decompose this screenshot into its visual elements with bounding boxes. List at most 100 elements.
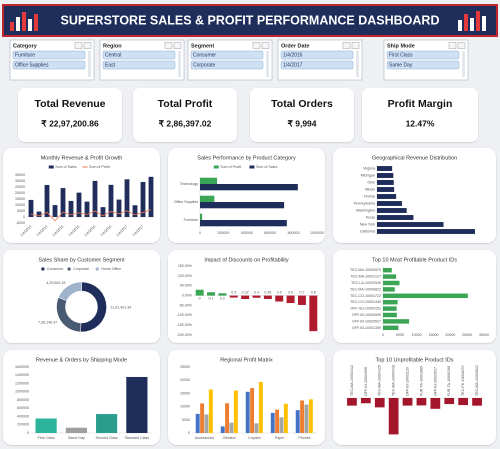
legend-label: Sum of Sales: [55, 165, 77, 169]
bar: [250, 388, 255, 433]
y-tick-label: 800000: [17, 398, 29, 402]
slicer-item-label: Office Supplies: [15, 63, 49, 69]
slicer-title: Segment: [191, 43, 214, 49]
bar: [270, 412, 275, 433]
chart-title: Impact of Discounts on Profitability: [204, 257, 289, 263]
y-tick-label: 1600000: [15, 365, 29, 369]
y-tick-label: TEC-LA-10002945: [351, 281, 381, 285]
slicer-clear[interactable]: [83, 42, 92, 49]
bar: [377, 222, 444, 227]
bar: [245, 391, 250, 433]
slicer-clear[interactable]: [457, 42, 466, 49]
bar: [458, 398, 469, 406]
x-tick-label: FUR-TA-10001889: [419, 366, 423, 396]
bar: [126, 376, 148, 433]
slicer-item[interactable]: [190, 50, 264, 60]
x-tick-label: Accessories: [195, 436, 215, 440]
bar: [275, 295, 284, 302]
bar: [36, 211, 42, 217]
chart-title: Sales Performance by Product Category: [197, 155, 296, 161]
slicer-multiselect[interactable]: [164, 42, 173, 49]
bar: [76, 192, 82, 217]
slicer-item[interactable]: [12, 50, 86, 60]
bar: [208, 389, 213, 433]
y-tick-label: 400000: [17, 414, 29, 418]
slicer-item[interactable]: [102, 60, 176, 70]
slicer-scrollbar[interactable]: [178, 51, 181, 77]
slicer-item[interactable]: [386, 50, 460, 60]
bar: [304, 404, 309, 433]
x-tick-label: 0.6: [288, 291, 293, 295]
x-tick-label: Paper: [275, 436, 285, 440]
kpi-label: Total Orders: [271, 98, 333, 110]
slicer-clear[interactable]: [173, 42, 182, 49]
bar: [383, 280, 400, 286]
slicer-clear[interactable]: [261, 42, 270, 49]
bar: [263, 295, 272, 299]
y-tick-label: 0: [27, 431, 29, 435]
slicer-item[interactable]: [280, 50, 354, 60]
slicer-scrollbar[interactable]: [266, 51, 269, 77]
y-tick-label: 25000: [180, 365, 190, 369]
x-tick-label: 0.45: [264, 291, 271, 295]
kpi-value: 12.47%: [406, 118, 435, 128]
slicer-item[interactable]: [386, 60, 460, 70]
bar: [200, 195, 215, 202]
slicer-item[interactable]: [102, 50, 176, 60]
bar: [35, 418, 57, 433]
slicer-title: Region: [103, 43, 122, 49]
slicer-multiselect[interactable]: [342, 42, 351, 49]
y-tick-label: TEC-CO-10004722: [350, 294, 381, 298]
bar: [229, 422, 234, 433]
x-tick-label: Phones: [298, 436, 310, 440]
x-tick-label: TEC-MA-10000822: [475, 365, 479, 396]
slicer-item[interactable]: [12, 60, 86, 70]
slicer-item-label: 1/4/2017: [283, 63, 303, 69]
slicer-item[interactable]: [280, 60, 354, 70]
chart-title: Sales Share by Customer Segment: [38, 257, 125, 263]
bar: [383, 325, 399, 331]
chart-panel: [3, 250, 160, 343]
slicer-clear[interactable]: [351, 42, 360, 49]
x-tick-label: Second Class: [96, 436, 118, 440]
slicer-multiselect[interactable]: [252, 42, 261, 49]
slicer-scrollbar[interactable]: [356, 51, 359, 77]
bar: [383, 306, 397, 311]
y-tick-label: 50.00%: [180, 284, 193, 288]
legend-swatch: [41, 267, 45, 271]
y-tick-label: 5000: [182, 418, 190, 422]
bar: [472, 398, 482, 406]
slicer-item[interactable]: [190, 60, 264, 70]
y-tick-label: Office Supplies: [174, 200, 198, 204]
y-tick-label: 30000: [15, 179, 25, 183]
x-tick-label: 10000: [412, 333, 422, 337]
x-tick-label: 20000: [445, 333, 455, 337]
x-tick-label: 200000: [217, 231, 229, 235]
x-tick-label: 0.32: [242, 291, 249, 295]
bar: [195, 413, 200, 433]
bar: [200, 177, 218, 184]
bar: [200, 202, 285, 209]
bar: [308, 399, 313, 433]
y-tick-label: 5000: [17, 209, 25, 213]
slicer-multiselect[interactable]: [448, 42, 457, 49]
bar: [297, 295, 306, 305]
bar: [200, 220, 287, 227]
chart-title: Geographical Revenue Distribution: [372, 155, 457, 161]
bar: [229, 295, 238, 298]
bar: [377, 229, 475, 234]
kpi-value: ₹ 22,97,200.86: [41, 118, 99, 128]
bar: [52, 205, 58, 217]
bar: [416, 398, 427, 406]
x-tick-label: 400000: [241, 231, 253, 235]
y-tick-label: Illinois: [365, 187, 375, 191]
slicer-title: Order Date: [281, 43, 309, 49]
legend-label: Sum of Sales: [256, 165, 278, 169]
bar: [383, 312, 397, 318]
bar: [204, 414, 209, 433]
x-tick-label: OFF-BI-10001120: [406, 367, 410, 396]
slicer-multiselect[interactable]: [74, 42, 83, 49]
y-tick-label: -200.00%: [177, 333, 193, 337]
slicer-scrollbar[interactable]: [462, 51, 465, 77]
slicer-scrollbar[interactable]: [88, 51, 91, 77]
